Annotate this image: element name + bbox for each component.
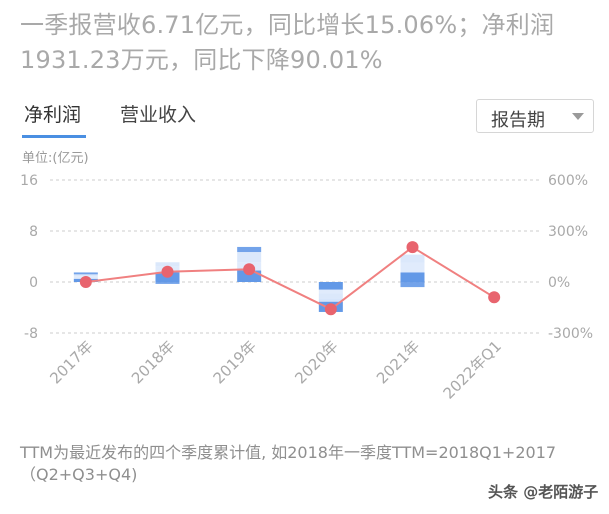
x-tick-label: 2022年Q1 (440, 337, 505, 402)
bar-segment (318, 293, 343, 299)
bar-segment (400, 262, 425, 273)
y-left-tick-label: 16 (20, 173, 38, 189)
growth-point (161, 265, 174, 278)
unit-label: 单位:(亿元) (22, 151, 89, 166)
bar-segment (155, 282, 180, 284)
y-right-tick-label: 600% (548, 173, 588, 189)
growth-line (79, 241, 501, 316)
bar-segment (318, 282, 343, 290)
chevron-down-icon (572, 113, 584, 120)
bar-segment (237, 246, 262, 253)
bar-segment (237, 252, 262, 263)
bar-segment (400, 272, 425, 282)
growth-point (243, 263, 256, 276)
y-right-tick-label: 300% (548, 224, 588, 240)
y-right-tick-label: 0% (548, 275, 570, 291)
headline-line-1: 一季报营收6.71亿元，同比增长15.06%；净利润 (20, 11, 555, 39)
bar-segment (73, 272, 98, 275)
growth-point (488, 291, 501, 304)
x-tick-label: 2020年 (291, 337, 341, 387)
y-left-tick-label: 0 (29, 275, 38, 291)
bar-segment (237, 270, 262, 282)
x-tick-label: 2019年 (210, 337, 260, 387)
x-tick-label: 2018年 (128, 337, 178, 387)
x-tick-label: 2021年 (373, 337, 423, 387)
growth-point (79, 276, 92, 288)
x-tick-label: 2017年 (46, 337, 96, 387)
active-tab-indicator (22, 135, 86, 138)
y-right-tick-label: -300% (548, 326, 593, 342)
footnote: TTM为最近发布的四个季度累计值, 如2018年一季度TTM=2018Q1+20… (20, 443, 557, 484)
grid-lines (50, 179, 540, 334)
headline: 一季报营收6.71亿元，同比增长15.06%；净利润 1931.23万元，同比下… (20, 8, 600, 78)
headline-line-2: 1931.23万元，同比下降90.01% (20, 46, 383, 74)
bar-segment (318, 298, 343, 302)
bar-segment (400, 254, 425, 263)
bar-segment (400, 282, 425, 288)
growth-line-path (85, 245, 495, 311)
period-select[interactable]: 报告期 (476, 99, 594, 133)
y-left-tick-label: 8 (29, 224, 38, 240)
watermark: 头条 @老陌游子 (488, 483, 599, 501)
bars (73, 246, 425, 312)
bar-segment (155, 262, 180, 267)
tab-net-profit[interactable]: 净利润 (24, 104, 82, 126)
period-select-value: 报告期 (491, 110, 545, 131)
growth-point (406, 241, 419, 254)
chart: 16 600% 8 300% 0 0% -8 -300% 2017年 2018年 2019年 2020… (20, 173, 593, 403)
bar-segment (318, 289, 343, 294)
bar-segment (73, 274, 98, 277)
tab-revenue[interactable]: 营业收入 (120, 104, 197, 126)
axis-ticks: 16 600% 8 300% 0 0% -8 -300% 2017年 2018年 2019年 2020… (20, 173, 593, 403)
growth-point (324, 303, 337, 316)
y-left-tick-label: -8 (24, 326, 38, 342)
